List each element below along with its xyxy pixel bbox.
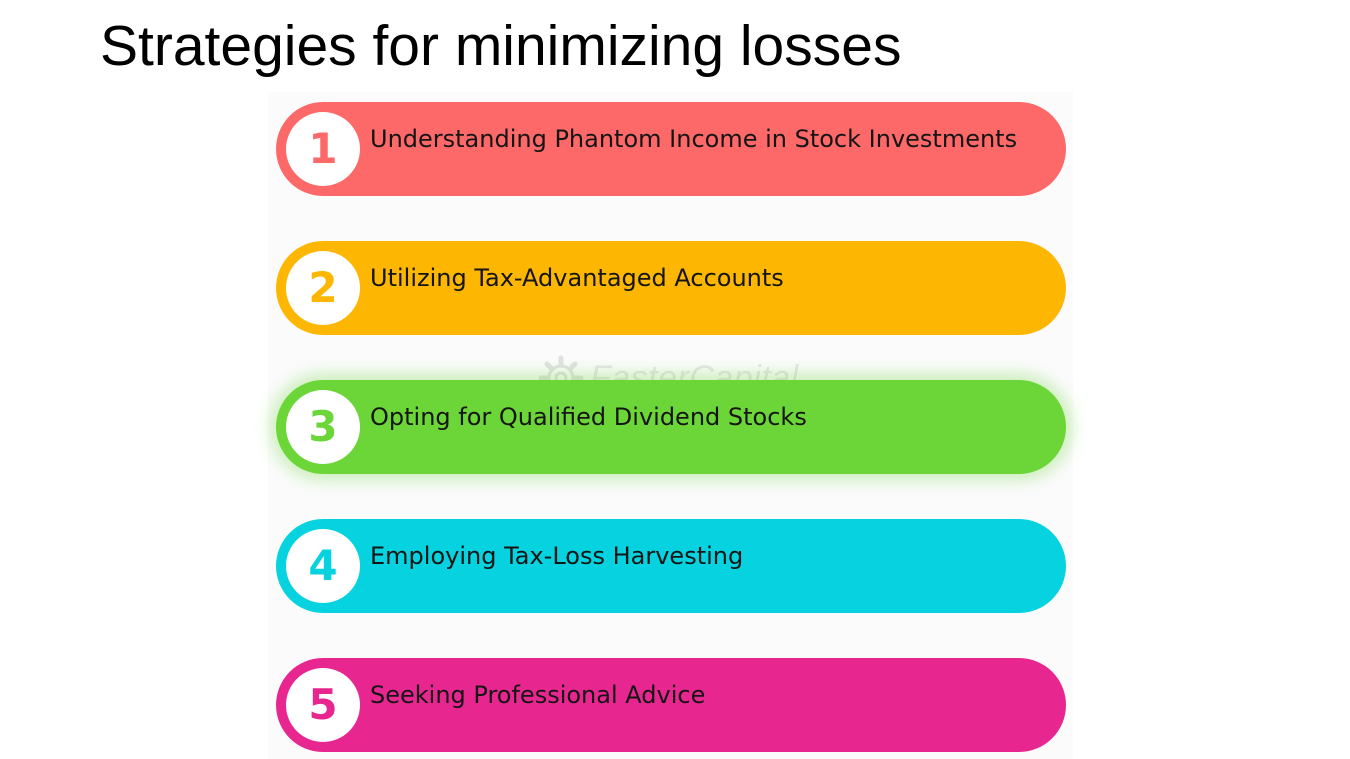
strategy-item-2: 2 Utilizing Tax-Advantaged Accounts [276, 241, 1066, 335]
strategy-item-1: 1 Understanding Phantom Income in Stock … [276, 102, 1066, 196]
strategy-label: Seeking Professional Advice [370, 681, 706, 709]
strategy-label: Understanding Phantom Income in Stock In… [370, 125, 1018, 153]
step-number-badge: 2 [286, 251, 360, 325]
slide-title: Strategies for minimizing losses [100, 14, 902, 78]
strategy-label: Opting for Qualified Dividend Stocks [370, 403, 807, 431]
strategy-item-3: 3 Opting for Qualified Dividend Stocks [276, 380, 1066, 474]
strategy-item-4: 4 Employing Tax-Loss Harvesting [276, 519, 1066, 613]
step-number-badge: 5 [286, 668, 360, 742]
strategy-label: Employing Tax-Loss Harvesting [370, 542, 744, 570]
step-number-badge: 4 [286, 529, 360, 603]
strategy-infographic: FasterCapital 1 Understanding Phantom In… [268, 92, 1073, 759]
step-number-badge: 3 [286, 390, 360, 464]
step-number-badge: 1 [286, 112, 360, 186]
strategy-label: Utilizing Tax-Advantaged Accounts [370, 264, 784, 292]
strategy-item-5: 5 Seeking Professional Advice [276, 658, 1066, 752]
